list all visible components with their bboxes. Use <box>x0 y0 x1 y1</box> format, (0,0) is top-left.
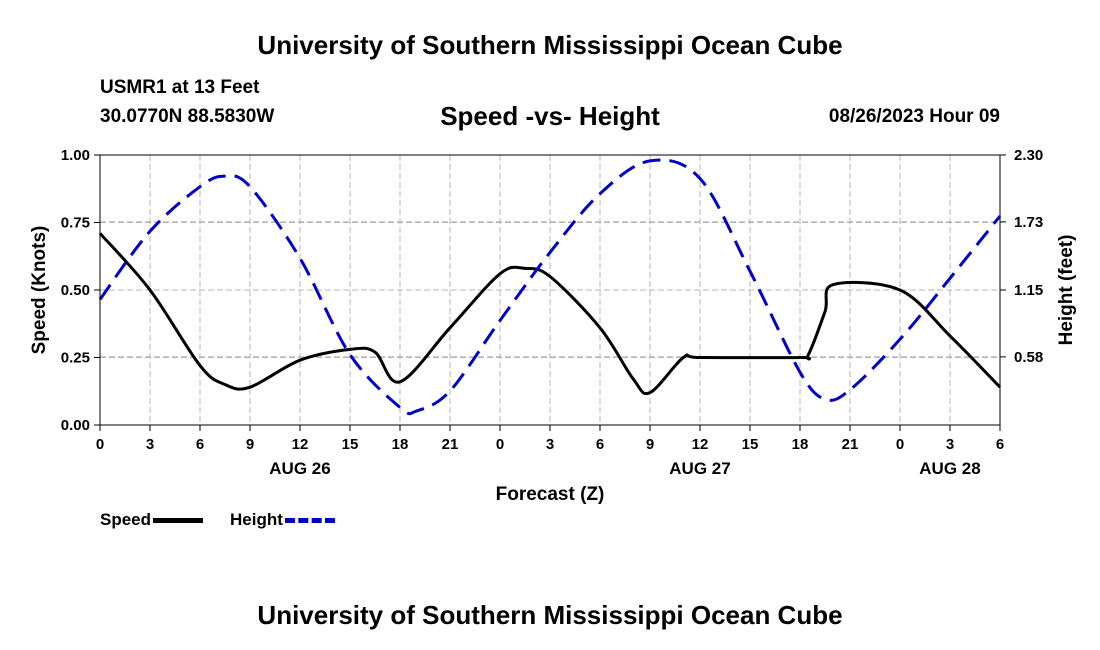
footer-title: University of Southern Mississippi Ocean… <box>257 600 843 630</box>
x-tick-label: 0 <box>896 436 904 453</box>
legend-speed-swatch <box>153 518 204 524</box>
y-axis-label: Speed (Knots) <box>29 226 50 355</box>
main-title: University of Southern Mississippi Ocean… <box>257 30 843 60</box>
x-tick-label: 6 <box>596 436 604 453</box>
y-tick-label: 0.25 <box>61 350 90 367</box>
legend-height-swatch <box>284 518 335 524</box>
x-tick-label: 0 <box>96 436 104 453</box>
y2-tick-label: 2.30 <box>1014 147 1043 164</box>
y2-tick-label: 1.15 <box>1014 282 1043 299</box>
y-tick-label: 0.75 <box>61 215 90 232</box>
x-date-label: AUG 28 <box>919 459 980 478</box>
forecast-datetime: 08/26/2023 Hour 09 <box>828 106 1000 127</box>
station-coordinates: 30.0770N 88.5830W <box>100 106 275 127</box>
chart-title: Speed -vs- Height <box>440 101 660 131</box>
y2-tick-label: 0.58 <box>1014 349 1043 366</box>
x-tick-label: 21 <box>442 436 459 453</box>
legend-speed: Speed <box>100 510 204 530</box>
y-tick-label: 0.00 <box>61 417 90 434</box>
x-tick-label: 18 <box>392 436 409 453</box>
x-date-label: AUG 27 <box>669 459 730 478</box>
x-tick-label: 3 <box>946 436 954 453</box>
x-date-label: AUG 26 <box>269 459 330 478</box>
series-layer <box>98 158 1002 416</box>
station-label: USMR1 at 13 Feet <box>100 77 260 98</box>
x-axis-label: Forecast (Z) <box>496 484 605 505</box>
x-tick-label: 15 <box>342 436 359 453</box>
y-tick-label: 1.00 <box>61 147 90 164</box>
legend-height: Height <box>230 510 335 530</box>
legend-speed-label: Speed <box>100 510 152 529</box>
legend-height-label: Height <box>230 510 283 529</box>
y-tick-label: 0.50 <box>61 282 90 299</box>
x-tick-label: 0 <box>496 436 504 453</box>
series-height-line <box>98 158 1002 416</box>
axes: 0 3 6 9 12 15 18 21 0 3 6 9 12 15 18 21 0 3 6 AUG 26 AUG 27 A… <box>61 147 1043 478</box>
x-tick-label: 3 <box>546 436 554 453</box>
x-tick-label: 6 <box>996 436 1004 453</box>
y2-tick-label: 1.73 <box>1014 214 1043 231</box>
x-tick-label: 9 <box>246 436 254 453</box>
x-tick-label: 12 <box>692 436 709 453</box>
x-tick-label: 6 <box>196 436 204 453</box>
y2-axis-label: Height (feet) <box>1056 235 1077 346</box>
x-tick-label: 3 <box>146 436 154 453</box>
series-speed-line <box>98 232 1002 396</box>
grid <box>100 154 1000 425</box>
x-tick-label: 9 <box>646 436 654 453</box>
x-tick-label: 18 <box>792 436 809 453</box>
x-tick-label: 21 <box>842 436 859 453</box>
x-tick-label: 12 <box>292 436 309 453</box>
x-tick-label: 15 <box>742 436 759 453</box>
